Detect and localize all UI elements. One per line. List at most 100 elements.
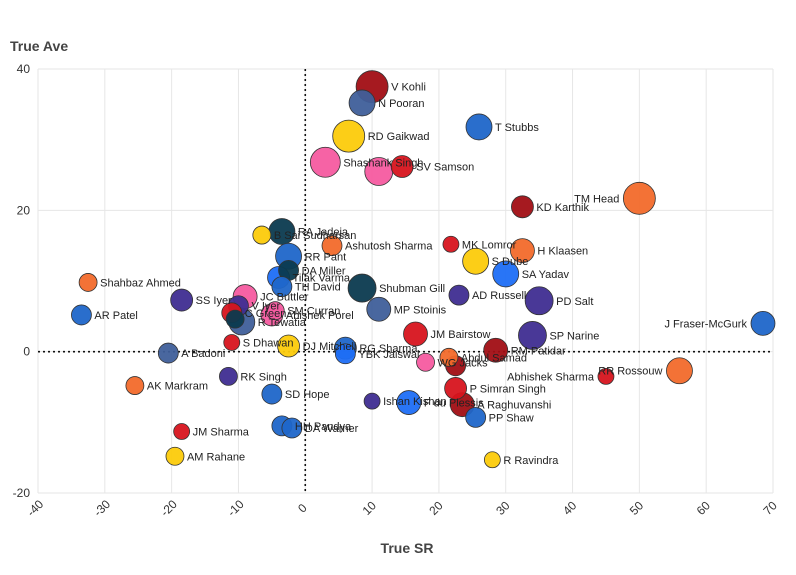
x-tick-label: 70 [760,498,780,518]
data-label: RG Sharma [359,343,418,355]
data-point [518,321,547,350]
grid-lines [37,68,774,494]
data-label: N Pooran [378,98,424,110]
data-label: SD Hope [285,389,330,401]
data-label: A Badoni [181,348,225,360]
data-point [483,337,509,363]
data-point [348,89,376,117]
data-points [71,70,776,469]
data-label: YBK Jaiswal [358,349,419,361]
data-point [396,390,422,415]
data-point [524,286,554,316]
data-label: H Klaasen [537,246,588,258]
data-label: JM Bairstow [431,329,491,341]
data-point [252,225,272,245]
data-point [448,284,470,306]
data-point [125,376,145,395]
data-label: DA Warner [305,423,359,435]
x-tick-label: -10 [225,497,247,519]
data-point [271,276,293,298]
data-label: AD Russell [472,290,526,302]
data-point [416,352,435,372]
data-point [173,423,191,440]
data-point [277,334,300,358]
data-label: Abishek Porel [286,310,354,322]
data-point [442,235,460,253]
data-label: JM Sharma [193,427,250,439]
x-tick-label: 30 [493,498,513,518]
y-tick-label: 0 [23,345,30,359]
data-label: F du Plessis [424,398,484,410]
data-label: RM Patidar [511,345,566,357]
data-label: RR Pant [305,251,347,263]
data-label: SP Narine [549,330,599,342]
data-point [157,342,179,364]
data-label: C Green [245,308,287,320]
data-point [223,334,241,351]
data-labels: V Kohli N Pooran T Stubbs RD Gaikwad Shashan… [94,82,747,467]
data-label: PP Shaw [489,412,534,424]
data-label: MP Stoinis [394,304,447,316]
data-label: TH David [295,282,341,294]
data-point [492,260,520,288]
data-point [265,301,285,321]
data-label: R Tewatia [258,317,307,329]
data-label: MK Lomror [462,239,517,251]
data-label: J Fraser-McGurk [664,318,747,330]
data-point [465,406,487,428]
x-tick-label: -20 [158,497,180,519]
data-label: RA Jadeja [298,227,349,239]
data-point [511,195,534,219]
data-label: SS Iyer [196,295,232,307]
data-label: RK Singh [240,371,286,383]
data-label: HH Pandya [295,421,352,433]
data-label: RR Rossouw [598,366,662,378]
data-point [71,304,92,326]
data-label: Shashank Singh [343,157,423,169]
data-label: Shahbaz Ahmed [100,277,181,289]
x-tick-label: 60 [694,498,714,518]
x-axis-title: True SR [381,540,434,556]
data-point [510,238,535,264]
x-tick-label: 40 [560,498,580,518]
data-label: R Ravindra [503,455,559,467]
data-point [332,119,366,153]
data-label: DA Miller [302,265,346,277]
y-tick-label: 40 [17,62,31,76]
data-label: Shubman Gill [379,283,445,295]
data-point [465,113,493,141]
x-tick-label: -30 [91,497,113,519]
data-label: A Raghuvanshi [477,400,551,412]
data-point [334,343,356,365]
data-point [261,383,283,405]
data-point [403,321,428,347]
data-point [170,288,194,312]
data-point [622,181,656,215]
data-point [219,366,238,386]
data-label: S Dube [492,256,529,268]
data-label: Ishan Kishan [383,396,447,408]
data-point [750,310,776,336]
data-point [390,155,414,178]
data-label: DJ Mitchell [303,341,357,353]
data-label: SV Samson [416,162,474,174]
data-point [366,296,392,322]
data-point [666,357,693,385]
data-label: RD Gaikwad [368,131,430,143]
data-label: JC Buttler [260,292,309,304]
data-point [444,377,468,400]
data-point [309,146,341,178]
y-tick-label: 20 [17,203,31,217]
data-label: Abdul Samad [461,352,527,364]
data-label: SA Yadav [522,269,570,281]
data-point [597,367,615,385]
data-point [225,309,245,329]
x-tick-label: 0 [295,501,310,516]
data-label: KD Karthik [536,202,589,214]
data-point [439,347,459,367]
data-label: T Stubbs [495,122,539,134]
data-point [483,451,501,469]
data-label: V Kohli [391,82,426,94]
data-label: AK Markram [147,381,208,393]
